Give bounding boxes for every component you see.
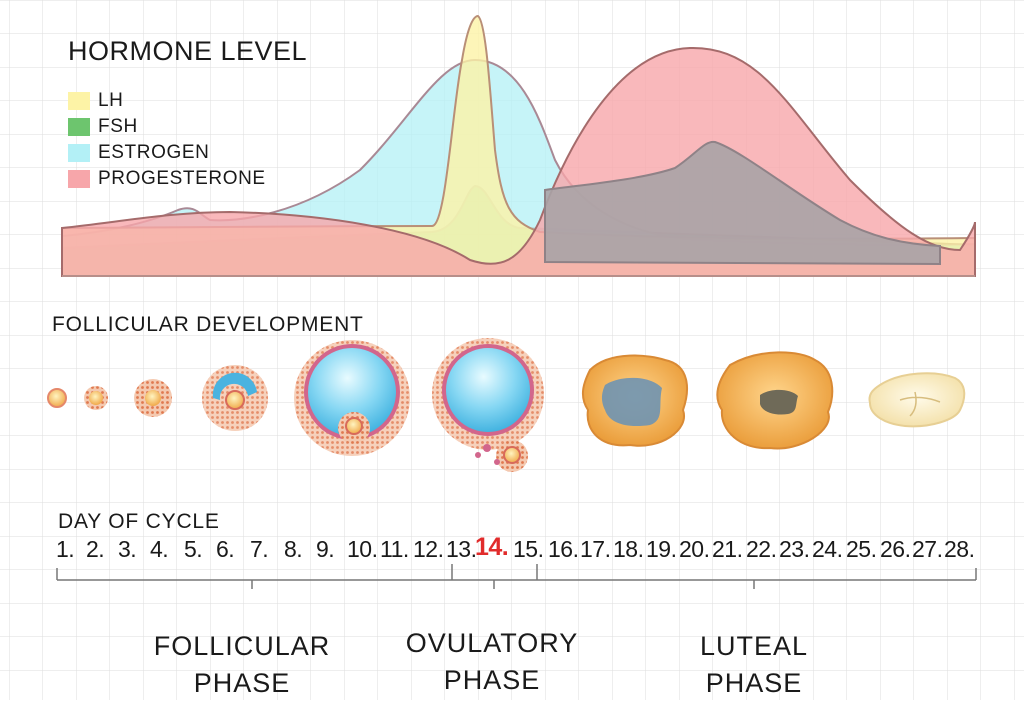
day-label-12: 12.: [413, 536, 444, 562]
legend-label-fsh: FSH: [98, 116, 138, 137]
day-label-17: 17.: [580, 536, 611, 562]
follicular-phase-line1: FOLLICULAR: [153, 631, 331, 661]
day-label-15: 15.: [513, 536, 544, 562]
day-label-28: 28.: [944, 536, 975, 562]
corpus-albicans: [868, 372, 966, 428]
follicle-stage-4: [202, 365, 268, 431]
overlap-area: [544, 140, 941, 266]
day-label-19: 19.: [646, 536, 677, 562]
day-label-24: 24.: [812, 536, 843, 562]
follicle-stage-1: [47, 388, 67, 408]
day-label-2: 2.: [86, 536, 105, 562]
follicular-phase-label: FOLLICULAR PHASE: [142, 628, 342, 702]
day-label-1: 1.: [56, 536, 75, 562]
ovulatory-phase-line2: PHASE: [443, 665, 541, 695]
corpus-luteum-early: [581, 354, 688, 447]
day-of-cycle-title: DAY OF CYCLE: [58, 510, 220, 533]
follicle-stage-5: [294, 340, 410, 456]
estrogen-swatch: [68, 144, 90, 162]
day-label-10: 10.: [347, 536, 378, 562]
ovulatory-phase-line1: OVULATORY: [405, 628, 579, 658]
day-label-4: 4.: [150, 536, 169, 562]
follicle-stage-2: [84, 386, 108, 410]
day-label-26: 26.: [880, 536, 911, 562]
day-label-27: 27.: [912, 536, 943, 562]
legend-item-progesterone: PROGESTERONE: [68, 167, 266, 191]
legend-item-fsh: FSH: [68, 115, 138, 139]
day-label-20: 20.: [679, 536, 710, 562]
day-label-11: 11.: [380, 536, 409, 562]
legend-label-lh: LH: [98, 90, 124, 111]
follicular-phase-line2: PHASE: [193, 668, 291, 698]
luteal-phase-label: LUTEAL PHASE: [664, 628, 844, 702]
day-label-21: 21.: [712, 536, 743, 562]
luteal-phase-line1: LUTEAL: [699, 631, 809, 661]
day-label-7: 7.: [250, 536, 269, 562]
legend-item-lh: LH: [68, 89, 124, 113]
progesterone-swatch: [68, 170, 90, 188]
day-label-23: 23.: [779, 536, 810, 562]
follicle-stage-6: [432, 338, 544, 472]
follicle-stage-3: [134, 379, 172, 417]
hormone-level-title: HORMONE LEVEL: [68, 36, 308, 66]
day-label-18: 18.: [613, 536, 644, 562]
corpus-luteum-mature: [716, 351, 834, 450]
lh-swatch: [68, 92, 90, 110]
legend-item-estrogen: ESTROGEN: [68, 141, 209, 165]
hormone-chart: [61, 14, 976, 277]
day-label-8: 8.: [284, 536, 303, 562]
day-label-25: 25.: [846, 536, 877, 562]
day-label-14: 14.: [475, 533, 509, 561]
follicle-row: [47, 338, 966, 472]
ovulatory-phase-label: OVULATORY PHASE: [395, 625, 589, 699]
day-label-16: 16.: [548, 536, 579, 562]
fsh-swatch: [68, 118, 90, 136]
day-label-9: 9.: [316, 536, 335, 562]
day-label-13: 13.: [446, 536, 477, 562]
phase-brackets: [56, 564, 977, 589]
day-label-6: 6.: [216, 536, 235, 562]
legend-label-estrogen: ESTROGEN: [98, 142, 210, 163]
legend-label-progesterone: PROGESTERONE: [98, 168, 266, 189]
day-label-3: 3.: [118, 536, 137, 562]
follicular-development-title: FOLLICULAR DEVELOPMENT: [52, 313, 364, 336]
day-label-22: 22.: [746, 536, 777, 562]
luteal-phase-line2: PHASE: [705, 668, 803, 698]
day-label-5: 5.: [184, 536, 203, 562]
